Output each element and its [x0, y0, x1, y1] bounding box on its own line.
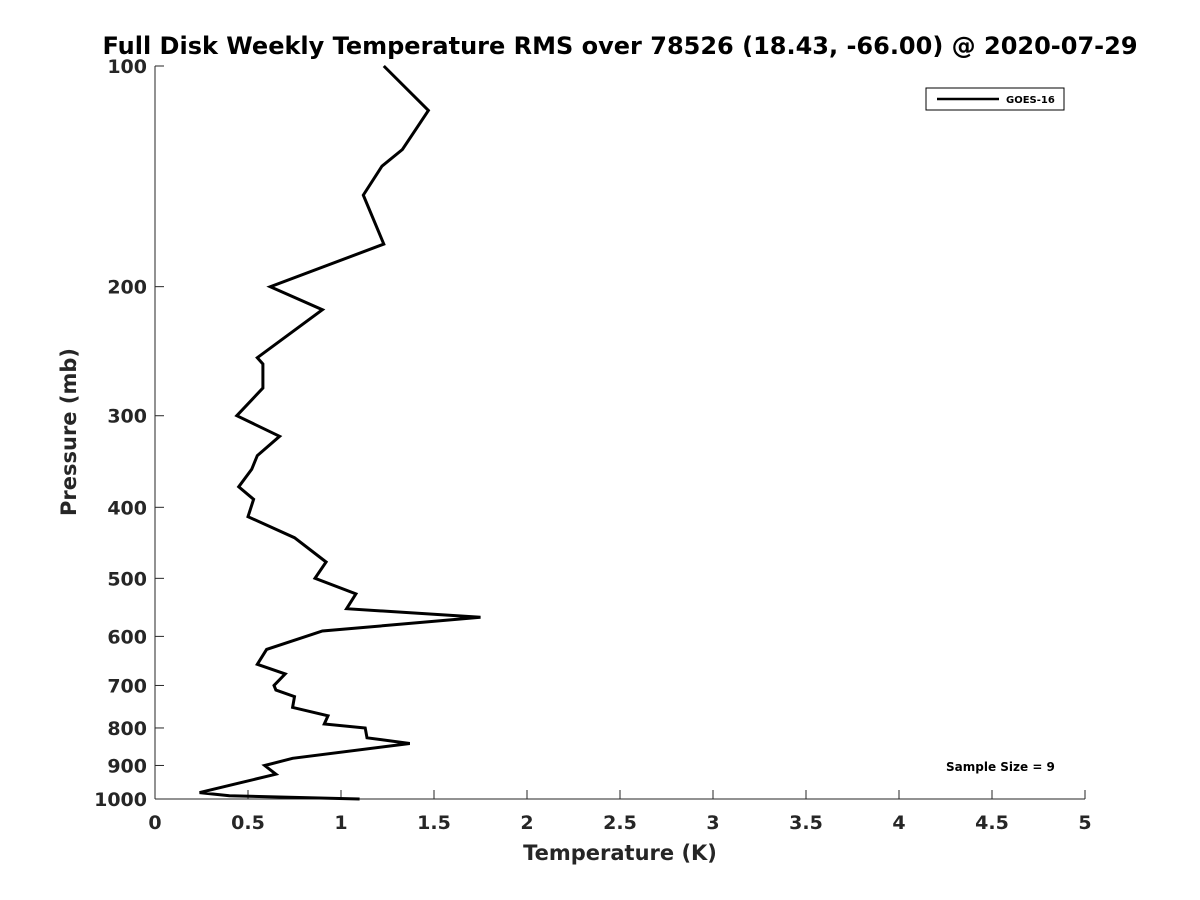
x-tick-label: 2.5 — [603, 812, 637, 834]
y-tick-label: 500 — [107, 568, 147, 590]
series-line-goes-16 — [199, 64, 481, 801]
x-tick-label: 4.5 — [975, 812, 1009, 834]
y-tick-label: 1000 — [94, 789, 147, 811]
sample-size-annotation: Sample Size = 9 — [946, 760, 1055, 774]
x-tick-label: 1.5 — [417, 812, 451, 834]
chart-title: Full Disk Weekly Temperature RMS over 78… — [102, 32, 1137, 60]
x-tick-label: 0 — [148, 812, 161, 834]
x-tick-label: 0.5 — [231, 812, 265, 834]
axes — [154, 66, 1085, 800]
x-tick-label: 3.5 — [789, 812, 823, 834]
y-tick-label: 100 — [107, 56, 147, 78]
x-axis-label: Temperature (K) — [523, 841, 717, 865]
legend: GOES-16 — [925, 87, 1065, 111]
y-tick-label: 800 — [107, 718, 147, 740]
y-tick-label: 400 — [107, 497, 147, 519]
series-lines — [199, 64, 481, 801]
y-tick-label: 900 — [107, 755, 147, 777]
legend-label-goes-16: GOES-16 — [1006, 95, 1055, 106]
x-tick-label: 4 — [892, 812, 905, 834]
x-ticks: 0 0.5 1 1.5 2 2.5 3 3.5 4 4.5 5 — [148, 790, 1092, 834]
y-tick-label: 600 — [107, 626, 147, 648]
y-ticks: 100 200 300 400 500 600 700 800 900 1000 — [94, 56, 164, 811]
y-tick-label: 200 — [107, 277, 147, 299]
x-tick-label: 3 — [706, 812, 719, 834]
x-tick-label: 5 — [1078, 812, 1091, 834]
x-tick-label: 2 — [520, 812, 533, 834]
y-tick-label: 300 — [107, 406, 147, 428]
y-tick-label: 700 — [107, 675, 147, 697]
y-axis-label: Pressure (mb) — [57, 348, 81, 516]
x-tick-label: 1 — [334, 812, 347, 834]
